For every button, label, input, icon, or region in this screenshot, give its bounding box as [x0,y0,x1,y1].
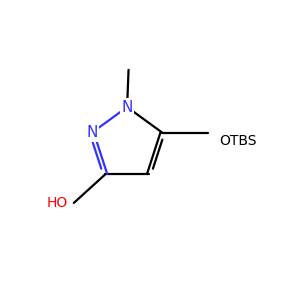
Text: OTBS: OTBS [220,134,257,148]
Text: N: N [86,125,98,140]
Text: HO: HO [47,196,68,210]
Text: N: N [122,100,133,115]
